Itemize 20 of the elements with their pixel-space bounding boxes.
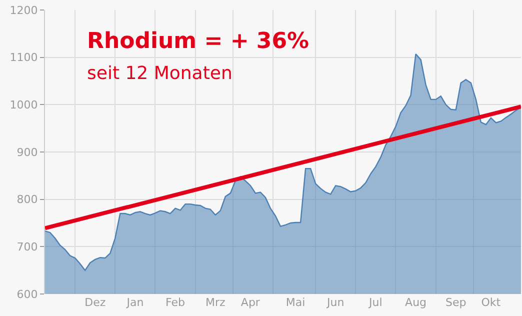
x-tick-label: Sep <box>445 296 466 309</box>
x-tick-label: Mai <box>286 296 306 309</box>
y-tick-label: 1100 <box>10 51 38 64</box>
y-tick-label: 900 <box>16 146 38 159</box>
y-tick-label: 1000 <box>10 98 38 112</box>
x-tick-label: Aug <box>405 296 427 309</box>
x-tick-label: Jun <box>326 296 344 309</box>
x-tick-label: Mrz <box>205 296 226 309</box>
y-tick-label: 600 <box>16 288 38 301</box>
x-tick-label: Okt <box>481 296 502 309</box>
y-tick-label: 700 <box>16 240 38 254</box>
x-tick-label: Feb <box>166 296 186 309</box>
y-tick-label: 1200 <box>10 4 38 17</box>
x-tick-label: Jul <box>368 296 382 309</box>
x-tick-label: Dez <box>84 296 106 309</box>
x-tick-label: Jan <box>126 296 144 309</box>
y-tick-label: 800 <box>16 193 38 206</box>
text: seit 12 Monaten <box>87 63 232 84</box>
text: Rhodium = + 36% <box>87 29 310 54</box>
x-tick-label: Apr <box>240 296 260 309</box>
